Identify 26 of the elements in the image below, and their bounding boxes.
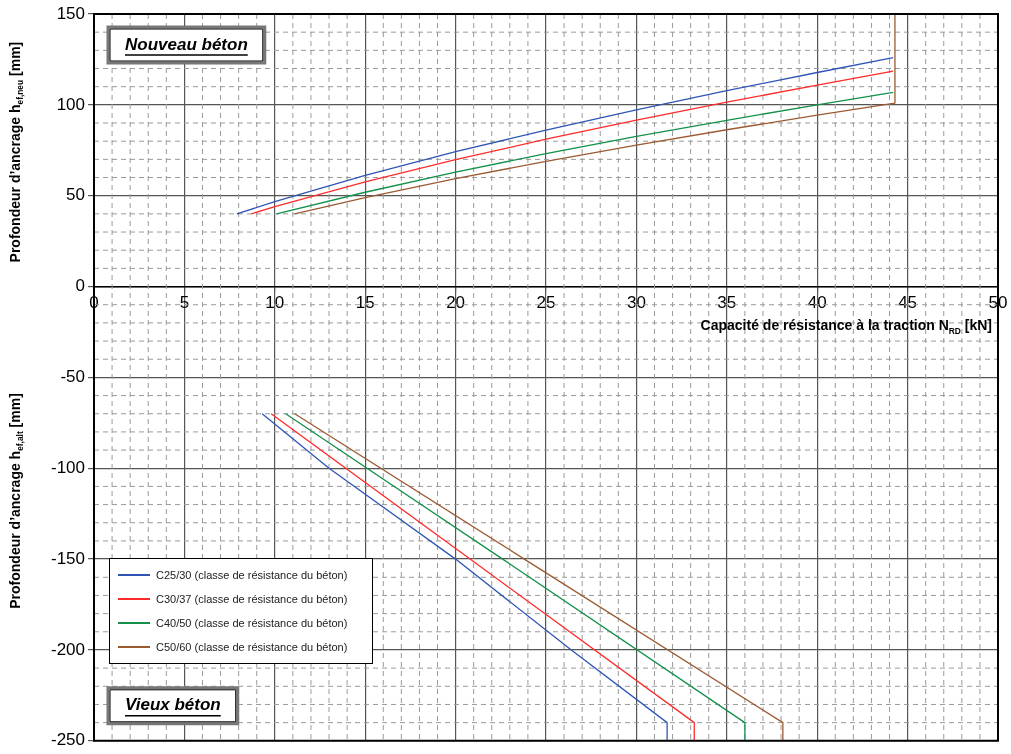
- x-tick-label: 20: [446, 293, 466, 313]
- y-tick-label: -150: [50, 548, 85, 568]
- x-tick-label: 10: [265, 293, 285, 313]
- y-tick-label: -50: [60, 367, 85, 387]
- y-tick-label: 100: [56, 94, 85, 114]
- annotation: Vieux béton: [125, 695, 221, 715]
- x-tick-label: 30: [626, 293, 646, 313]
- y-tick-label: -250: [50, 730, 85, 750]
- y-tick-label: 0: [75, 276, 85, 296]
- legend-label: C30/37 (classe de résistance du béton): [156, 593, 348, 605]
- annotation: Nouveau béton: [125, 34, 248, 54]
- y-tick-label: -100: [50, 457, 85, 477]
- y-tick-label: -200: [50, 639, 85, 659]
- x-tick-label: 5: [179, 293, 190, 313]
- text: Profondeur d’ancrage hef,alt [mm]: [6, 393, 26, 609]
- legend-label: C40/50 (classe de résistance du béton): [156, 617, 348, 629]
- y-axis-title: Profondeur d’ancrage hef,neu [mm]: [6, 41, 26, 263]
- y-tick-label: 150: [56, 3, 85, 23]
- x-tick-label: 45: [898, 293, 918, 313]
- x-tick-label: 25: [536, 293, 556, 313]
- x-tick-label: 35: [717, 293, 737, 313]
- legend-label: C50/60 (classe de résistance du béton): [156, 641, 348, 653]
- x-tick-label: 15: [355, 293, 375, 313]
- legend-label: C25/30 (classe de résistance du béton): [156, 569, 348, 581]
- x-tick-label: 40: [807, 293, 827, 313]
- y-tick-label: 50: [66, 185, 85, 205]
